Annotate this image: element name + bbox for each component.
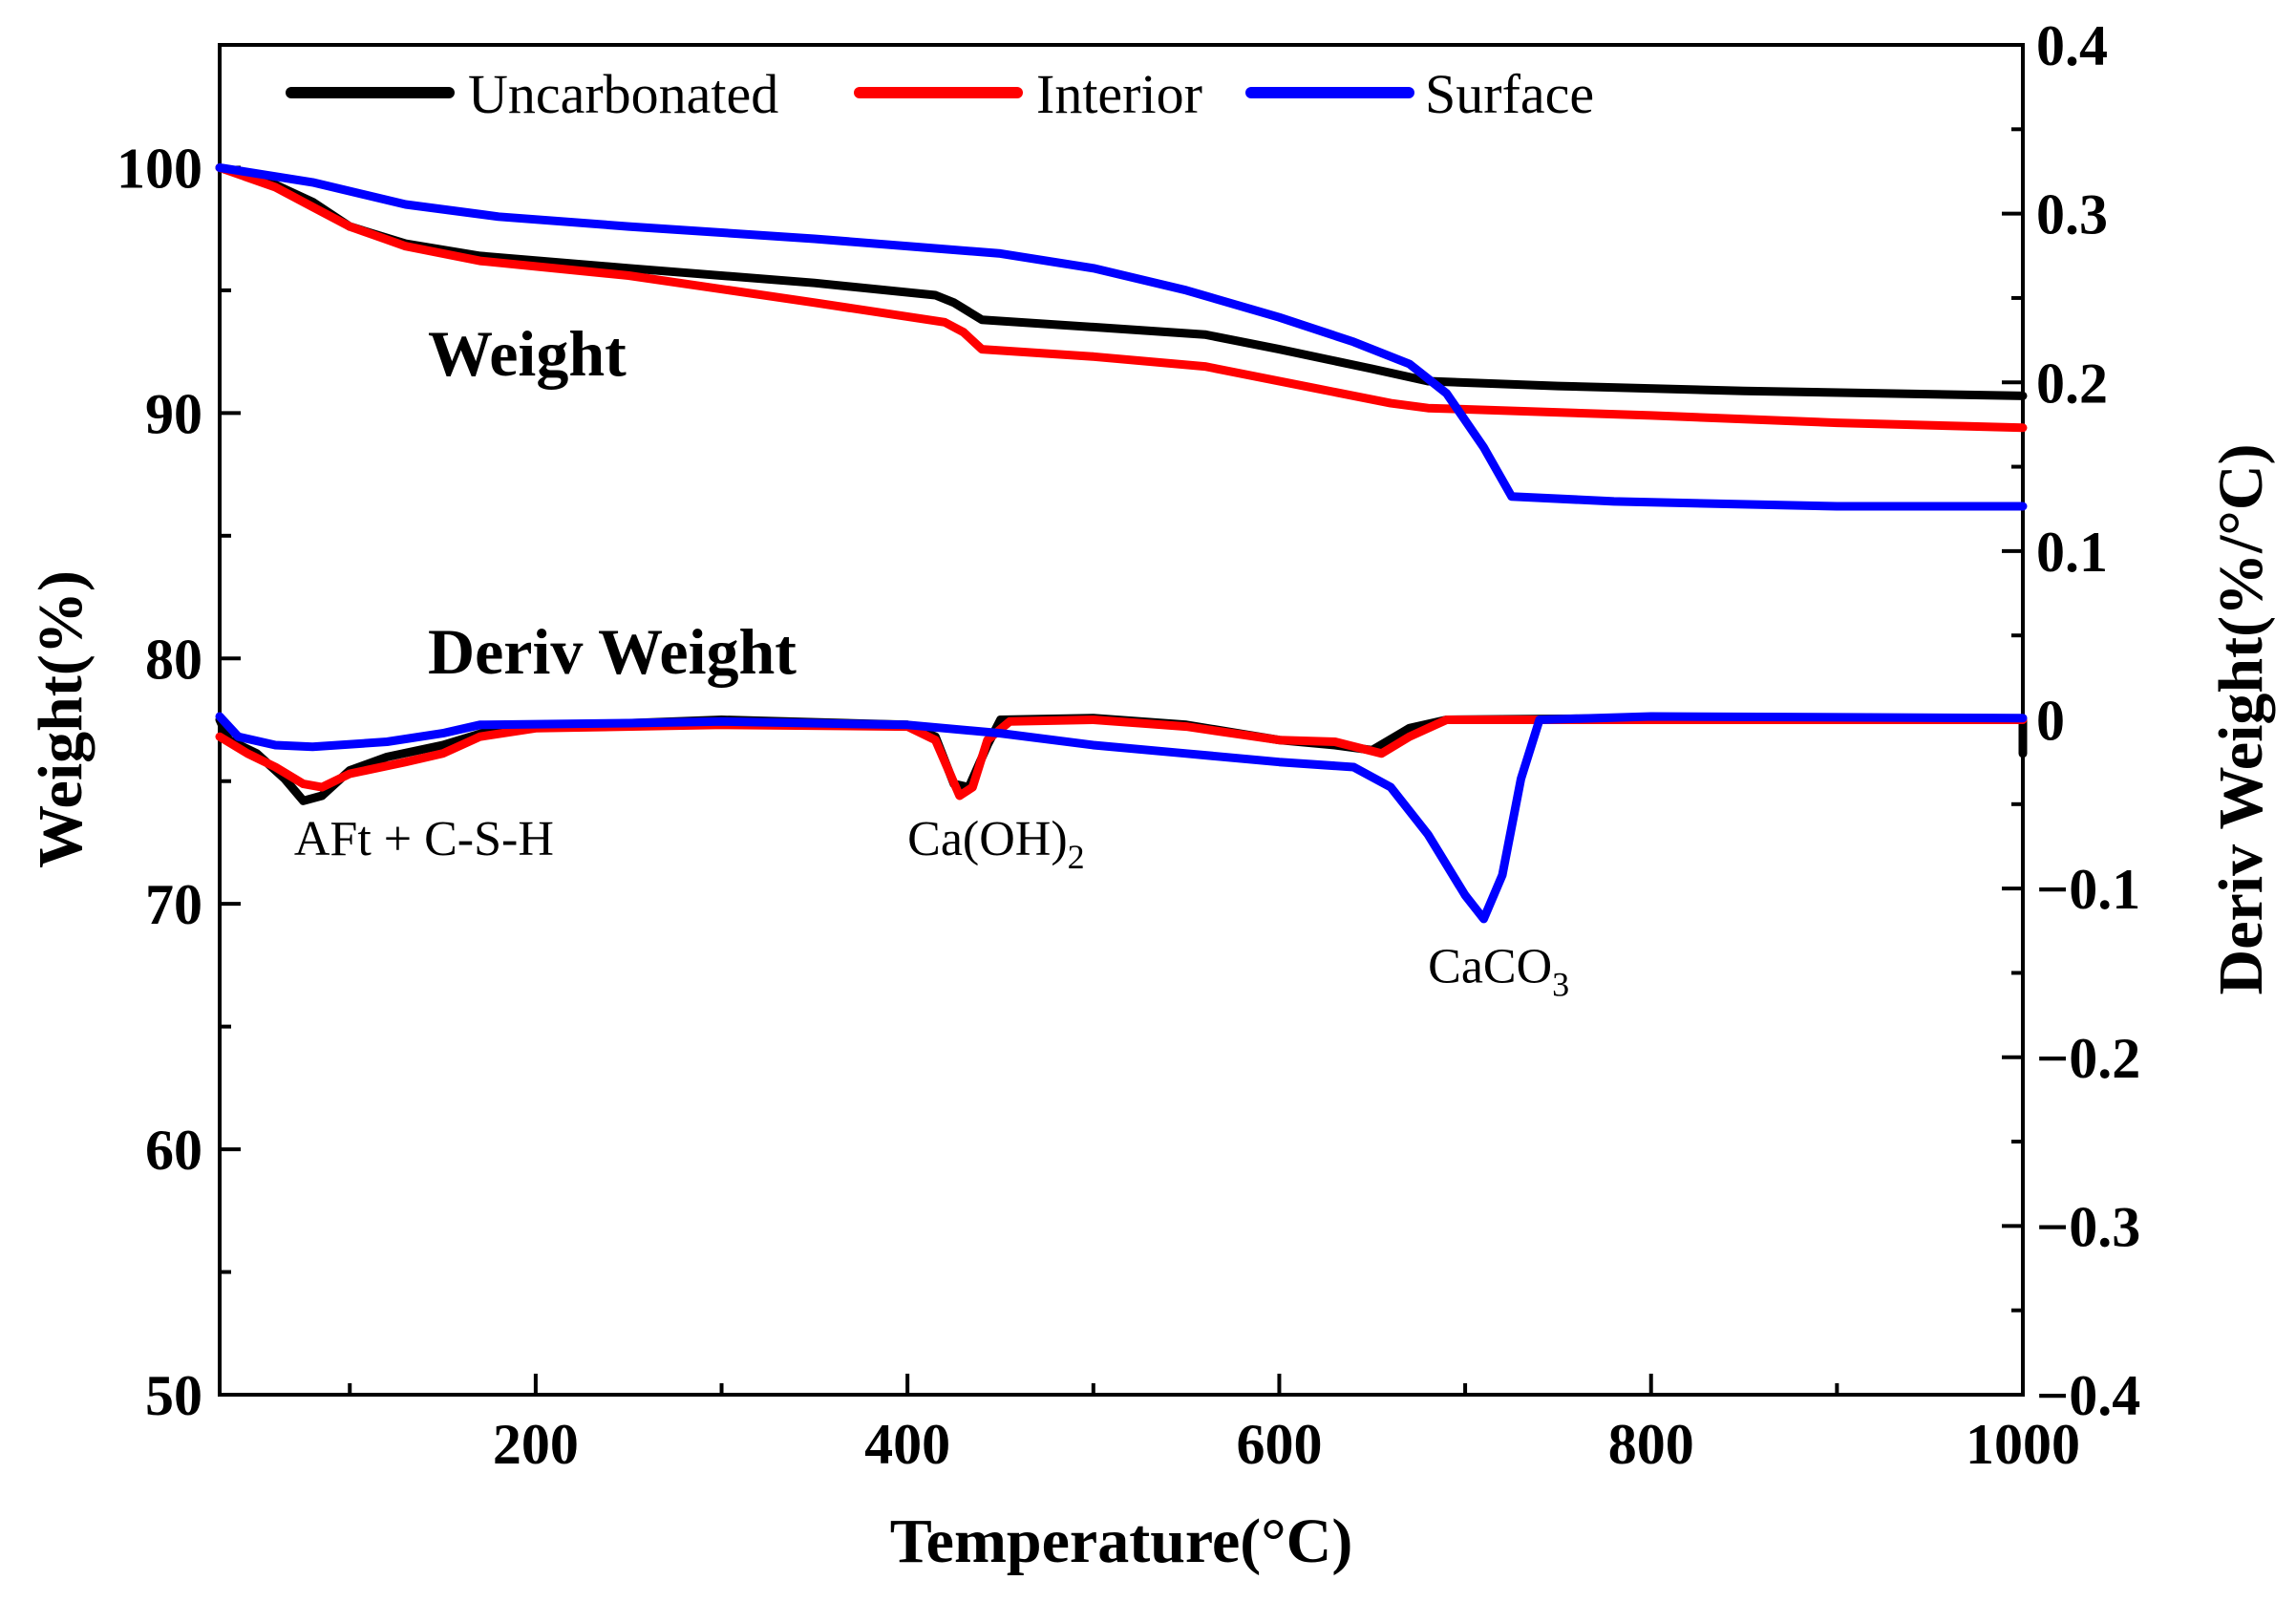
series-layer — [215, 163, 2028, 924]
y-right-tick-label: 0.1 — [2036, 521, 2108, 584]
y-right-tick-label: 0.2 — [2036, 352, 2108, 415]
y-left-axis-title: Weight(%) — [26, 570, 96, 868]
deriv-line-surface — [215, 712, 2028, 924]
y-right-tick-label: 0.4 — [2036, 14, 2108, 77]
x-tick-label: 200 — [493, 1413, 579, 1476]
y-right-tick-label: 0 — [2036, 690, 2065, 753]
legend-label-surface: Surface — [1425, 63, 1594, 125]
y-left-tick-label: 100 — [117, 137, 202, 200]
weight-curve-label: Weight — [428, 317, 627, 390]
y-right-tick-label: −0.4 — [2036, 1364, 2140, 1427]
x-tick-label: 800 — [1608, 1413, 1694, 1476]
x-tick-label: 400 — [864, 1413, 950, 1476]
x-tick-label: 1000 — [1966, 1413, 2080, 1476]
peak-annotation: AFt + C-S-H — [294, 812, 554, 866]
weight-line-surface — [215, 163, 2028, 511]
peak-annotation: Ca(OH)2 — [907, 812, 1085, 876]
y-left-tick-label: 50 — [145, 1364, 202, 1427]
deriv-line-interior — [215, 716, 2028, 801]
peak-annotation: CaCO3 — [1428, 939, 1569, 1003]
axis-ticks — [220, 43, 2025, 1397]
y-left-tick-label: 90 — [145, 382, 202, 445]
y-right-axis-title: Deriv Weight(%/°C) — [2206, 444, 2276, 995]
legend: Uncarbonated Interior Surface — [286, 63, 1594, 125]
label-layer: 200 400 600 800 1000 50 60 70 80 90 100 0.4 0.3 0.2 0.… — [117, 14, 2140, 1476]
y-right-tick-label: −0.1 — [2036, 858, 2140, 921]
x-axis-title: Temperature(°C) — [890, 1506, 1353, 1576]
y-left-tick-label: 60 — [145, 1119, 202, 1182]
y-right-tick-label: 0.3 — [2036, 183, 2108, 246]
y-right-tick-label: −0.2 — [2036, 1027, 2140, 1090]
y-left-tick-label: 70 — [145, 873, 202, 936]
legend-label-uncarbonated: Uncarbonated — [468, 63, 778, 125]
y-left-tick-label: 80 — [145, 628, 202, 691]
deriv-line-uncarbonated — [215, 714, 2028, 805]
weight-line-interior — [215, 163, 2028, 433]
y-right-tick-label: −0.3 — [2036, 1195, 2140, 1258]
deriv-curve-label: Deriv Weight — [428, 615, 797, 688]
x-tick-label: 600 — [1236, 1413, 1322, 1476]
legend-label-interior: Interior — [1036, 63, 1202, 125]
